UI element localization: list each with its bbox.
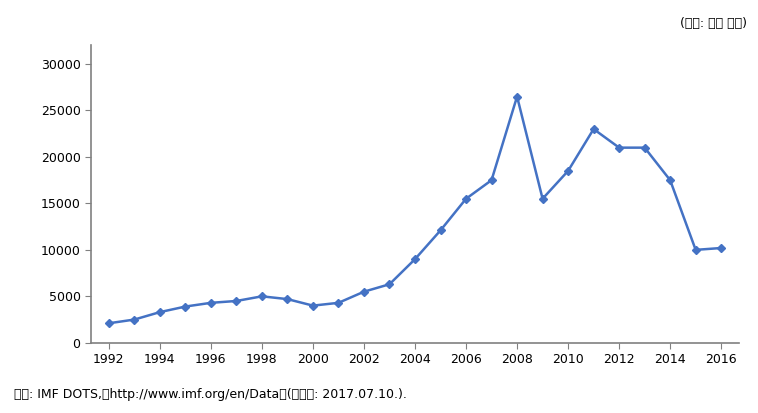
Text: (단위: 백만 달러): (단위: 백만 달러): [680, 17, 747, 29]
Text: 출첸: IMF DOTS,〈http://www.imf.org/en/Data〉(검색일: 2017.07.10.).: 출첸: IMF DOTS,〈http://www.imf.org/en/Data…: [14, 388, 406, 401]
